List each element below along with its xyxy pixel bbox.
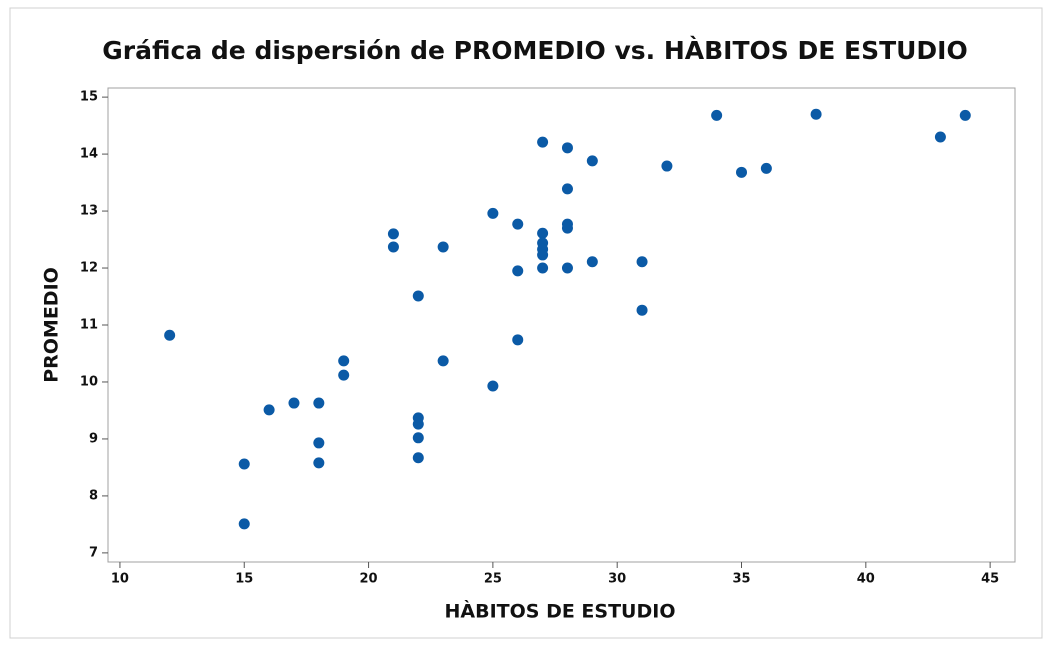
x-tick-label: 35 bbox=[732, 572, 750, 587]
x-tick-label: 15 bbox=[235, 572, 253, 587]
point bbox=[586, 155, 598, 167]
point bbox=[487, 380, 499, 392]
point bbox=[586, 256, 598, 268]
point bbox=[313, 437, 325, 449]
point bbox=[711, 109, 723, 121]
point bbox=[636, 304, 648, 316]
y-tick-label: 13 bbox=[80, 204, 98, 219]
x-tick-label: 30 bbox=[608, 572, 626, 587]
x-tick-label: 10 bbox=[111, 572, 129, 587]
y-tick-label: 10 bbox=[80, 374, 98, 389]
point bbox=[512, 218, 524, 230]
point bbox=[338, 355, 350, 367]
point bbox=[387, 228, 399, 240]
point bbox=[537, 249, 549, 261]
point bbox=[338, 369, 350, 381]
point bbox=[313, 457, 325, 469]
point bbox=[313, 397, 325, 409]
point bbox=[636, 256, 648, 268]
point bbox=[437, 241, 449, 253]
point bbox=[537, 262, 549, 274]
x-tick-label: 25 bbox=[484, 572, 502, 587]
point bbox=[487, 207, 499, 219]
point bbox=[561, 142, 573, 154]
y-tick-label: 7 bbox=[89, 545, 98, 560]
point bbox=[412, 432, 424, 444]
point bbox=[561, 222, 573, 234]
point bbox=[537, 136, 549, 148]
plot-frame bbox=[107, 87, 1016, 563]
y-tick-label: 9 bbox=[89, 431, 98, 446]
point bbox=[387, 241, 399, 253]
point bbox=[238, 518, 250, 530]
y-tick-label: 14 bbox=[80, 147, 98, 162]
x-tick-label: 45 bbox=[981, 572, 999, 587]
point bbox=[263, 404, 275, 416]
y-tick-label: 12 bbox=[80, 261, 98, 276]
point bbox=[412, 452, 424, 464]
point bbox=[412, 418, 424, 430]
point bbox=[661, 160, 673, 172]
y-tick-label: 11 bbox=[80, 318, 98, 333]
point bbox=[512, 334, 524, 346]
x-tick-label: 40 bbox=[857, 572, 875, 587]
point bbox=[437, 355, 449, 367]
point bbox=[561, 262, 573, 274]
point bbox=[164, 329, 176, 341]
y-tick-label: 8 bbox=[89, 488, 98, 503]
point bbox=[561, 183, 573, 195]
point bbox=[512, 265, 524, 277]
y-axis-label: PROMEDIO bbox=[41, 267, 63, 383]
point bbox=[288, 397, 300, 409]
chart-title: Gráfica de dispersión de PROMEDIO vs. HÀ… bbox=[102, 36, 968, 65]
y-tick-label: 15 bbox=[80, 90, 98, 105]
point bbox=[959, 109, 971, 121]
point bbox=[736, 166, 748, 178]
point bbox=[412, 290, 424, 302]
point bbox=[238, 458, 250, 470]
point bbox=[760, 162, 772, 174]
point bbox=[810, 108, 822, 120]
x-axis-label: HÀBITOS DE ESTUDIO bbox=[445, 600, 676, 623]
point bbox=[537, 227, 549, 239]
point bbox=[934, 131, 946, 143]
x-tick-label: 20 bbox=[360, 572, 378, 587]
